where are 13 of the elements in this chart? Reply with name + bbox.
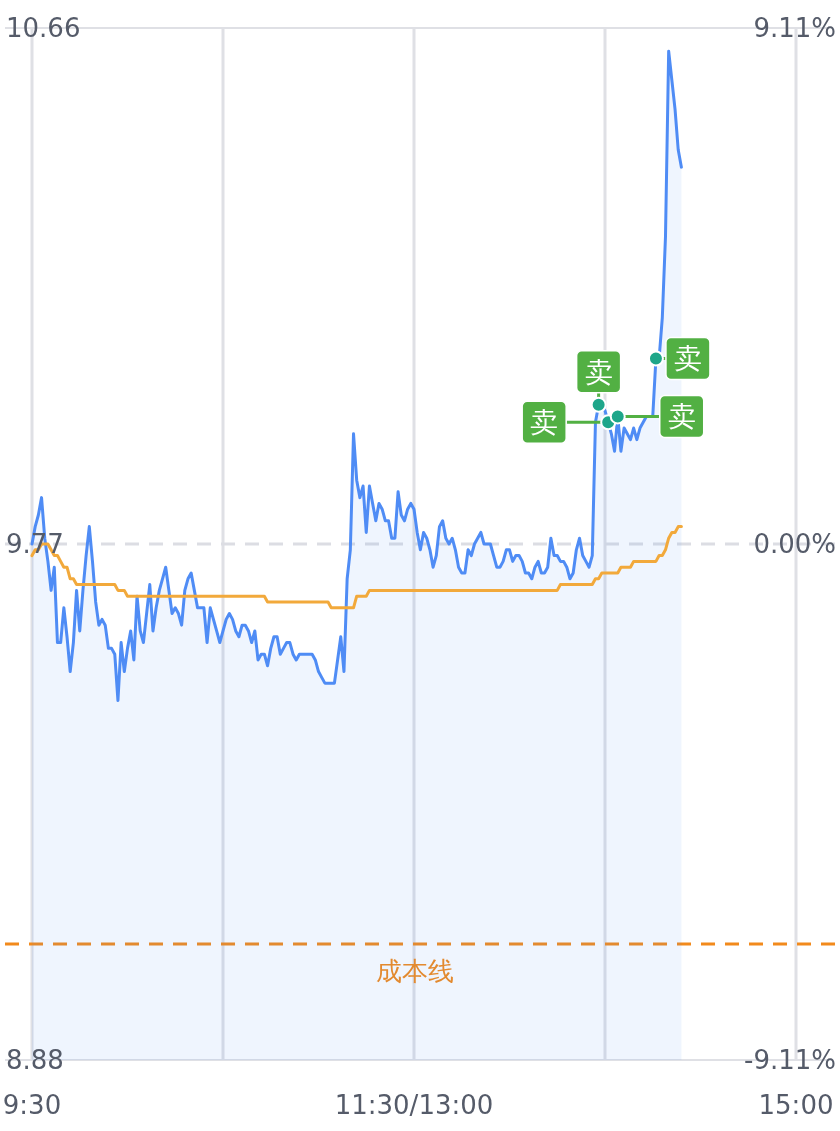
y2-tick-label: -9.11% xyxy=(744,1045,836,1075)
x-tick-label: 15:00 xyxy=(758,1090,834,1120)
y2-tick-label: 0.00% xyxy=(753,529,836,559)
data-label: 卖 xyxy=(530,406,559,440)
x-tick-label: 11:30/13:00 xyxy=(334,1090,494,1120)
x-tick-label: 9:30 xyxy=(2,1090,62,1120)
y-tick-label: 10.66 xyxy=(6,13,81,43)
data-label: 卖 xyxy=(584,355,613,389)
data-label: 卖 xyxy=(673,342,702,376)
data-label: 卖 xyxy=(667,400,696,434)
y2-tick-label: 9.11% xyxy=(753,13,836,43)
y-tick-label: 8.88 xyxy=(6,1045,64,1075)
ref-line-label: 成本线 xyxy=(376,956,454,987)
